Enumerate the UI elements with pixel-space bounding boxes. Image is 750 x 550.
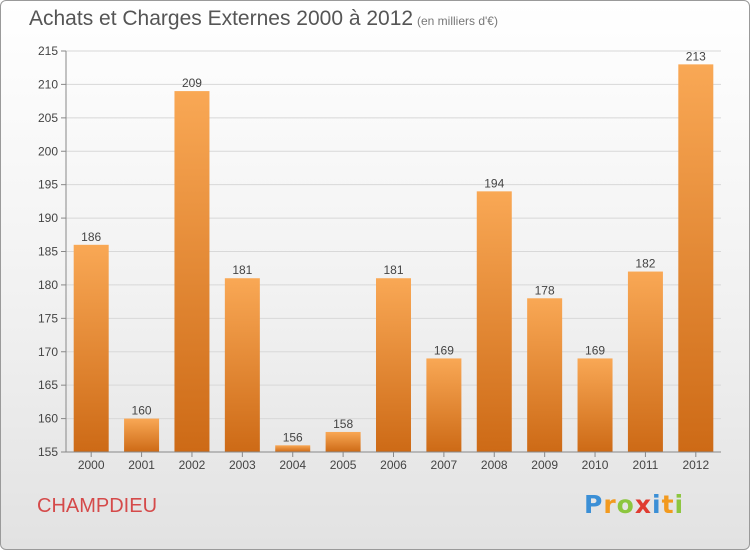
- y-tick-label: 185: [38, 245, 58, 259]
- category-label-2004: 2004: [279, 458, 306, 472]
- value-label-2004: 156: [283, 430, 303, 444]
- proxiti-logo: Proxiti: [584, 490, 684, 519]
- bar-2007: [426, 358, 462, 452]
- logo-letter: o: [616, 490, 635, 519]
- value-label-2010: 169: [585, 343, 605, 357]
- axes: [61, 50, 721, 457]
- logo-letter: i: [674, 490, 685, 519]
- logo-letter: x: [634, 490, 652, 519]
- chart-title: Achats et Charges Externes 2000 à 2012: [29, 7, 414, 30]
- category-label-2003: 2003: [229, 458, 256, 472]
- y-tick-label: 170: [38, 345, 58, 359]
- value-label-2007: 169: [434, 343, 454, 357]
- bars: [73, 64, 714, 452]
- value-label-2009: 178: [535, 283, 555, 297]
- value-label-2000: 186: [81, 230, 101, 244]
- y-tick-label: 200: [38, 144, 58, 158]
- category-label-2006: 2006: [380, 458, 407, 472]
- bar-2000: [73, 244, 109, 452]
- category-label-2008: 2008: [481, 458, 508, 472]
- logo-letter: P: [584, 490, 604, 519]
- bar-2001: [124, 418, 160, 452]
- category-label-2007: 2007: [431, 458, 458, 472]
- y-tick-label: 215: [38, 44, 58, 58]
- bar-2005: [325, 431, 361, 452]
- bar-2011: [627, 271, 663, 452]
- bar-2008: [476, 191, 512, 452]
- value-label-2003: 181: [232, 263, 252, 277]
- category-label-2000: 2000: [78, 458, 105, 472]
- category-label-2001: 2001: [128, 458, 155, 472]
- y-tick-label: 160: [38, 412, 58, 426]
- y-tick-label: 175: [38, 311, 58, 325]
- logo-letter: t: [661, 490, 675, 519]
- y-tick-label: 205: [38, 111, 58, 125]
- value-label-2005: 158: [333, 417, 353, 431]
- value-label-2006: 181: [383, 263, 403, 277]
- y-tick-label: 190: [38, 211, 58, 225]
- value-label-2012: 213: [686, 49, 706, 63]
- category-label-2012: 2012: [682, 458, 709, 472]
- value-label-2008: 194: [484, 176, 504, 190]
- logo-letter: i: [652, 490, 662, 519]
- value-label-2001: 160: [132, 404, 152, 418]
- y-tick-label: 155: [38, 445, 58, 459]
- bar-2006: [376, 278, 411, 452]
- commune-name: CHAMPDIEU: [37, 495, 158, 517]
- bar-2009: [527, 298, 563, 452]
- y-tick-label: 180: [38, 278, 58, 292]
- y-tick-label: 165: [38, 378, 58, 392]
- y-tick-label: 210: [38, 77, 58, 91]
- category-label-2011: 2011: [633, 458, 659, 472]
- bar-2010: [577, 358, 613, 452]
- category-label-2005: 2005: [330, 458, 357, 472]
- chart-units: (en milliers d'€): [417, 14, 498, 28]
- bar-2002: [174, 91, 210, 452]
- category-label-2009: 2009: [531, 458, 558, 472]
- bar-2003: [224, 278, 260, 452]
- value-label-2011: 182: [635, 257, 655, 271]
- logo-letter: r: [603, 490, 617, 519]
- labels: 155 160 165 170 175 180 185 190 195 200 205 210 215 1…: [38, 44, 710, 472]
- bar-2004: [275, 445, 311, 452]
- category-label-2002: 2002: [179, 458, 206, 472]
- y-tick-label: 195: [38, 178, 58, 192]
- bar-2012: [678, 64, 714, 452]
- category-label-2010: 2010: [582, 458, 609, 472]
- value-label-2002: 209: [182, 76, 202, 90]
